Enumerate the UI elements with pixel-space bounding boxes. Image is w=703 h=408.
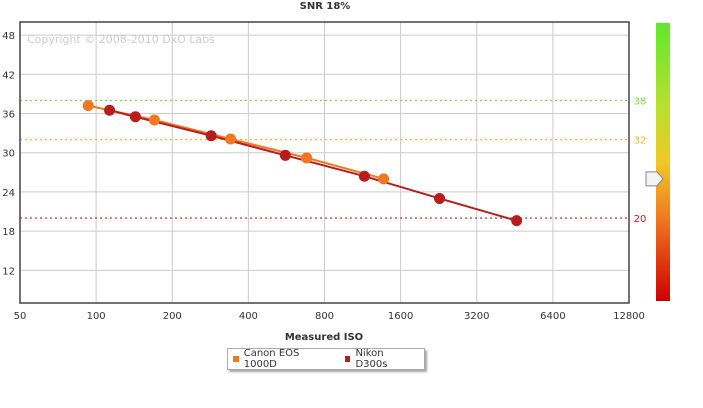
legend-item[interactable]: Canon EOS 1000D	[233, 348, 332, 370]
x-axis-ticks: 50 100 200 400 800 1600 3200 6400 12800	[14, 311, 645, 322]
reference-label: 20	[634, 214, 647, 225]
reference-label: 38	[634, 96, 647, 107]
y-tick-label: 30	[2, 149, 15, 160]
legend-label: Nikon D300s	[355, 348, 388, 370]
y-tick-label: 42	[2, 70, 15, 81]
y-tick-label: 18	[2, 227, 15, 238]
legend-swatch-icon	[344, 356, 351, 362]
chart-title: SNR 18%	[300, 1, 351, 12]
data-point	[104, 104, 116, 116]
data-point	[205, 130, 217, 142]
series-layer	[82, 100, 523, 227]
color-scale-bar	[656, 23, 670, 301]
legend: Canon EOS 1000D Nikon D300s	[227, 348, 425, 370]
data-point	[434, 192, 446, 204]
x-tick-label: 3200	[464, 311, 489, 322]
legend-label: Canon EOS 1000D	[243, 348, 300, 370]
x-axis-label: Measured ISO	[285, 332, 363, 343]
plot-border	[19, 21, 630, 304]
data-point	[358, 170, 370, 182]
legend-item[interactable]: Nikon D300s	[344, 348, 416, 370]
legend-swatch-icon	[233, 356, 239, 362]
data-point	[129, 111, 141, 123]
reference-lines: 38 32 20	[20, 96, 646, 225]
reference-label: 32	[634, 136, 647, 147]
y-tick-label: 24	[2, 188, 15, 199]
x-tick-label: 6400	[540, 311, 565, 322]
scale-marker-icon[interactable]	[645, 171, 664, 187]
y-axis-ticks: 12 18 24 30 36 42 48	[2, 31, 15, 277]
watermark: Copyright © 2008-2010 DxO Labs	[27, 33, 215, 46]
data-point	[378, 173, 390, 185]
x-tick-label: 400	[239, 311, 258, 322]
x-tick-label: 100	[87, 311, 106, 322]
y-tick-label: 48	[2, 31, 15, 42]
data-point	[279, 149, 291, 161]
x-tick-label: 1600	[388, 311, 413, 322]
x-tick-label: 800	[315, 311, 334, 322]
y-tick-label: 12	[2, 266, 15, 277]
data-point	[148, 114, 160, 126]
data-point	[225, 133, 237, 145]
y-tick-label: 36	[2, 109, 15, 120]
x-tick-label: 50	[14, 311, 27, 322]
data-point	[301, 152, 313, 164]
x-tick-label: 12800	[613, 311, 645, 322]
grid-lines	[20, 22, 629, 303]
data-point	[82, 100, 94, 112]
data-point	[511, 215, 523, 227]
x-tick-label: 200	[163, 311, 182, 322]
